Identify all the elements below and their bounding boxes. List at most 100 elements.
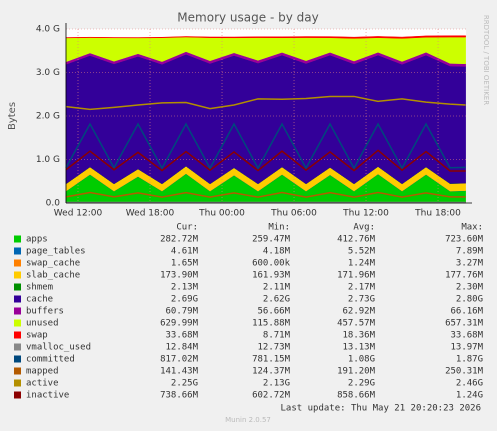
- x-tick-label: Thu 12:00: [342, 209, 389, 219]
- legend-label: swap: [26, 331, 48, 341]
- legend-header: Min:: [268, 223, 290, 233]
- legend-stat: 282.72M: [160, 235, 199, 245]
- legend-stat: 1.24G: [456, 391, 483, 401]
- legend-swatch: [14, 247, 21, 255]
- legend-stat: 2.69G: [171, 295, 198, 305]
- legend-stat: 250.31M: [445, 367, 484, 377]
- legend-swatch: [14, 367, 21, 375]
- y-tick-label: 2.0 G: [36, 112, 60, 122]
- legend-label: buffers: [26, 307, 64, 317]
- legend-stat: 124.37M: [252, 367, 291, 377]
- legend-stat: 1.24M: [348, 259, 376, 269]
- legend-swatch: [14, 307, 21, 315]
- legend-stat: 33.68M: [165, 331, 198, 341]
- legend-stat: 12.73M: [257, 343, 290, 353]
- legend-label: slab_cache: [26, 271, 80, 281]
- legend-stat: 13.97M: [450, 343, 483, 353]
- legend-stat: 858.66M: [337, 391, 376, 401]
- y-tick-label: 1.0 G: [36, 155, 60, 165]
- legend-swatch: [14, 319, 21, 327]
- legend-stat: 2.30M: [456, 283, 484, 293]
- legend-label: cache: [26, 295, 53, 305]
- legend-stat: 56.66M: [257, 307, 290, 317]
- legend-stat: 1.87G: [456, 355, 483, 365]
- legend-label: apps: [26, 235, 48, 245]
- legend-stat: 66.16M: [450, 307, 483, 317]
- legend-stat: 33.68M: [450, 331, 483, 341]
- legend-stat: 8.71M: [263, 331, 291, 341]
- legend-stat: 657.31M: [445, 319, 484, 329]
- x-tick-label: Thu 00:00: [198, 209, 245, 219]
- legend-stat: 781.15M: [252, 355, 291, 365]
- legend-label: active: [26, 379, 59, 389]
- y-tick-label: 4.0 G: [36, 25, 60, 35]
- legend-stat: 817.02M: [160, 355, 199, 365]
- legend-label: swap_cache: [26, 259, 80, 269]
- legend-label: shmem: [26, 283, 53, 293]
- legend-stat: 259.47M: [252, 235, 291, 245]
- legend-stat: 2.11M: [263, 283, 291, 293]
- legend-label: unused: [26, 319, 59, 329]
- legend-stat: 412.76M: [337, 235, 376, 245]
- legend-stat: 18.36M: [342, 331, 375, 341]
- footer: Last update: Thu May 21 20:20:23 2026: [281, 404, 481, 414]
- legend-stat: 2.17M: [348, 283, 376, 293]
- legend-label: inactive: [26, 391, 69, 401]
- legend-stat: 141.43M: [160, 367, 199, 377]
- legend-label: page_tables: [26, 247, 86, 257]
- legend-stat: 2.29G: [348, 379, 375, 389]
- legend-stat: 173.90M: [160, 271, 199, 281]
- legend-stat: 161.93M: [252, 271, 291, 281]
- legend-stat: 115.88M: [252, 319, 291, 329]
- legend-stat: 602.72M: [252, 391, 291, 401]
- legend-stat: 177.76M: [445, 271, 484, 281]
- legend-stat: 7.89M: [456, 247, 484, 257]
- legend-stat: 738.66M: [160, 391, 199, 401]
- version: Munin 2.0.57: [225, 416, 271, 424]
- x-tick-label: Wed 18:00: [126, 209, 175, 219]
- legend-stat: 191.20M: [337, 367, 376, 377]
- x-tick-label: Wed 12:00: [54, 209, 103, 219]
- x-tick-label: Thu 06:00: [270, 209, 317, 219]
- y-axis-label: Bytes: [7, 102, 18, 130]
- legend-stat: 2.13G: [263, 379, 290, 389]
- legend-label: mapped: [26, 367, 59, 377]
- legend-stat: 2.13M: [171, 283, 199, 293]
- legend-swatch: [14, 331, 21, 339]
- legend-swatch: [14, 355, 21, 363]
- legend-stat: 60.79M: [165, 307, 198, 317]
- legend-swatch: [14, 271, 21, 279]
- chart-title: Memory usage - by day: [177, 11, 318, 25]
- legend-stat: 457.57M: [337, 319, 376, 329]
- legend-stat: 13.13M: [342, 343, 375, 353]
- legend-stat: 2.73G: [348, 295, 375, 305]
- legend-stat: 5.52M: [348, 247, 376, 257]
- legend-stat: 2.46G: [456, 379, 483, 389]
- legend-stat: 4.18M: [263, 247, 291, 257]
- legend-stat: 1.65M: [171, 259, 199, 269]
- series-line: [65, 149, 466, 172]
- legend-header: Max:: [461, 223, 483, 233]
- legend-stat: 3.27M: [456, 259, 484, 269]
- legend-label: vmalloc_used: [26, 343, 91, 353]
- series-line: [65, 122, 466, 170]
- stack-area: [65, 35, 466, 39]
- legend-swatch: [14, 283, 21, 291]
- legend-swatch: [14, 391, 21, 399]
- legend-stat: 2.62G: [263, 295, 290, 305]
- legend-swatch: [14, 379, 21, 387]
- legend-header: Cur:: [176, 223, 198, 233]
- y-tick-label: 3.0 G: [36, 68, 60, 78]
- legend-stat: 171.96M: [337, 271, 376, 281]
- side-text: RRDTOOL / TOBI OETIKER: [482, 15, 490, 105]
- legend-swatch: [14, 343, 21, 351]
- legend-stat: 1.08G: [348, 355, 375, 365]
- legend-stat: 723.60M: [445, 235, 484, 245]
- legend-header: Avg:: [353, 223, 375, 233]
- legend-swatch: [14, 235, 21, 243]
- legend-stat: 2.80G: [456, 295, 483, 305]
- plot-layer: [65, 35, 466, 204]
- series-line: [65, 191, 466, 198]
- legend-swatch: [14, 259, 21, 267]
